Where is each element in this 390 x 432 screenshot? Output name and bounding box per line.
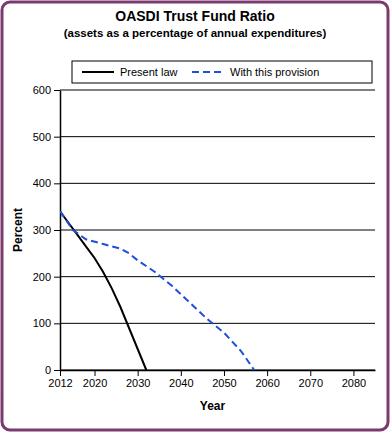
tick-mark bbox=[54, 183, 60, 184]
grid bbox=[60, 90, 375, 370]
tick-mark bbox=[353, 370, 354, 376]
tick: 300 bbox=[33, 224, 60, 236]
tick-label: 500 bbox=[33, 131, 51, 143]
tick-label: 2040 bbox=[169, 377, 193, 389]
tick-mark bbox=[60, 370, 61, 376]
tick: 100 bbox=[33, 317, 60, 329]
tick-mark bbox=[54, 90, 60, 91]
legend: Present law With this provision bbox=[72, 61, 372, 83]
tick: 0 bbox=[45, 364, 60, 376]
tick-mark bbox=[54, 230, 60, 231]
tick-label: 0 bbox=[45, 364, 51, 376]
grid-line bbox=[60, 136, 375, 137]
tick: 600 bbox=[33, 84, 60, 96]
tick-mark bbox=[224, 370, 225, 376]
y-axis-title: Percent bbox=[11, 208, 25, 252]
tick: 2080 bbox=[342, 370, 366, 389]
grid-line bbox=[60, 230, 375, 231]
tick-mark bbox=[54, 323, 60, 324]
legend-swatch bbox=[192, 71, 224, 73]
tick-mark bbox=[54, 370, 60, 371]
tick-mark bbox=[138, 370, 139, 376]
grid-line bbox=[60, 183, 375, 184]
tick-mark bbox=[95, 370, 96, 376]
lines bbox=[60, 211, 254, 370]
x-axis-title: Year bbox=[200, 399, 226, 413]
tick-mark bbox=[310, 370, 311, 376]
grid-line bbox=[60, 276, 375, 277]
tick-label: 400 bbox=[33, 177, 51, 189]
tick: 2012 bbox=[48, 370, 72, 389]
legend-box bbox=[72, 61, 372, 83]
tick: 2070 bbox=[299, 370, 323, 389]
tick-label: 2030 bbox=[126, 377, 150, 389]
tick: 500 bbox=[33, 131, 60, 143]
frame bbox=[2, 2, 388, 430]
tick: 400 bbox=[33, 177, 60, 189]
tick-mark bbox=[267, 370, 268, 376]
tick-label: 600 bbox=[33, 84, 51, 96]
subtitle: (assets as a percentage of annual expend… bbox=[64, 27, 327, 39]
tick-label: 2012 bbox=[48, 377, 72, 389]
tick-mark bbox=[54, 137, 60, 138]
tick: 2040 bbox=[169, 370, 193, 389]
tick-label: 300 bbox=[33, 224, 51, 236]
tick-mark bbox=[54, 277, 60, 278]
tick-label: 2080 bbox=[342, 377, 366, 389]
tick-label: 2050 bbox=[212, 377, 236, 389]
tick-label: 2070 bbox=[299, 377, 323, 389]
y-axis: 0 100 200 300 400 500 600 bbox=[33, 84, 61, 376]
tick: 200 bbox=[33, 271, 60, 283]
tick: 2050 bbox=[212, 370, 236, 389]
legend-swatch bbox=[82, 71, 114, 73]
tick-label: 200 bbox=[33, 271, 51, 283]
tick-label: 2020 bbox=[83, 377, 107, 389]
legend-label: With this provision bbox=[230, 66, 319, 78]
tick: 2030 bbox=[126, 370, 150, 389]
grid-line bbox=[60, 370, 375, 371]
title: OASDI Trust Fund Ratio bbox=[115, 8, 274, 24]
tick-mark bbox=[181, 370, 182, 376]
series-line bbox=[60, 211, 254, 370]
x-axis: 2012 2020 2030 2040 2050 2060 2070 2080 bbox=[48, 370, 375, 389]
tick-label: 100 bbox=[33, 317, 51, 329]
tick: 2060 bbox=[255, 370, 279, 389]
legend-label: Present law bbox=[120, 66, 178, 78]
tick: 2020 bbox=[83, 370, 107, 389]
grid-line bbox=[60, 90, 375, 91]
tick-label: 2060 bbox=[255, 377, 279, 389]
series-line bbox=[60, 211, 146, 370]
grid-line bbox=[60, 323, 375, 324]
axis-line bbox=[61, 370, 376, 372]
